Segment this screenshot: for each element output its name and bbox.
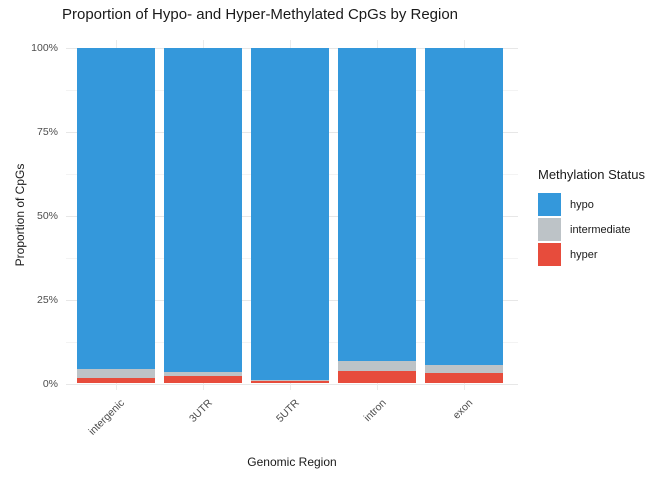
bar-segment-intermediate-3UTR	[164, 372, 242, 377]
bar-segment-hyper-5UTR	[251, 381, 329, 384]
y-tick-label-50%: 50%	[36, 210, 58, 222]
legend-item-hyper: hyper	[538, 243, 670, 266]
x-tick-label-3UTR: 3UTR	[186, 397, 215, 425]
plot-panel	[66, 40, 518, 390]
y-axis-tick-labels: 0% 25% 50% 75% 100%	[0, 40, 58, 390]
chart-title: Proportion of Hypo- and Hyper-Methylated…	[62, 6, 459, 23]
bar-segment-hyper-3UTR	[164, 376, 242, 384]
y-tick-label-75%: 75%	[36, 126, 58, 138]
legend-key-intermediate	[538, 218, 561, 241]
bar-segment-hyper-intron	[338, 371, 416, 384]
legend-title: Methylation Status	[538, 167, 645, 182]
x-tick-label-exon: exon	[450, 397, 476, 422]
bar-segment-hypo-intergenic	[77, 47, 155, 370]
gridline-horizontal	[66, 383, 518, 385]
bar-segment-intermediate-5UTR	[251, 380, 329, 382]
bar-segment-hypo-exon	[425, 47, 503, 366]
legend-key-hypo	[538, 193, 561, 216]
legend: Methylation Status hypo intermediate hyper	[538, 167, 670, 268]
y-tick-label-0%: 0%	[42, 378, 58, 390]
legend-item-hypo: hypo	[538, 193, 670, 216]
legend-label-hypo: hypo	[570, 198, 594, 211]
bar-segment-hypo-3UTR	[164, 47, 242, 373]
bar-segment-intermediate-exon	[425, 365, 503, 374]
x-tick-label-intron: intron	[361, 397, 389, 425]
x-tick-label-intergenic: intergenic	[86, 397, 128, 438]
bar-segment-hyper-intergenic	[77, 378, 155, 384]
legend-key-hyper	[538, 243, 561, 266]
legend-label-hyper: hyper	[570, 248, 598, 261]
bar-segment-hyper-exon	[425, 373, 503, 384]
x-axis-title: Genomic Region	[247, 455, 337, 469]
legend-item-intermediate: intermediate	[538, 218, 670, 241]
y-tick-label-25%: 25%	[36, 294, 58, 306]
bar-segment-hypo-5UTR	[251, 47, 329, 381]
legend-items: hypo intermediate hyper	[538, 193, 670, 266]
x-axis-tick-labels: intergenic 3UTR 5UTR intron exon	[66, 392, 518, 452]
bar-segment-intermediate-intergenic	[77, 369, 155, 379]
bar-segment-hypo-intron	[338, 47, 416, 361]
bar-segment-intermediate-intron	[338, 360, 416, 372]
y-tick-label-100%: 100%	[31, 42, 58, 54]
x-tick-label-5UTR: 5UTR	[273, 397, 302, 425]
legend-label-intermediate: intermediate	[570, 223, 631, 236]
